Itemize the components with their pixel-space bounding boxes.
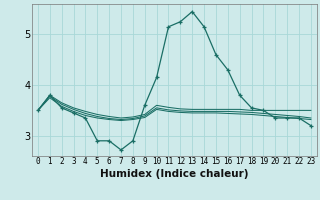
X-axis label: Humidex (Indice chaleur): Humidex (Indice chaleur): [100, 169, 249, 179]
